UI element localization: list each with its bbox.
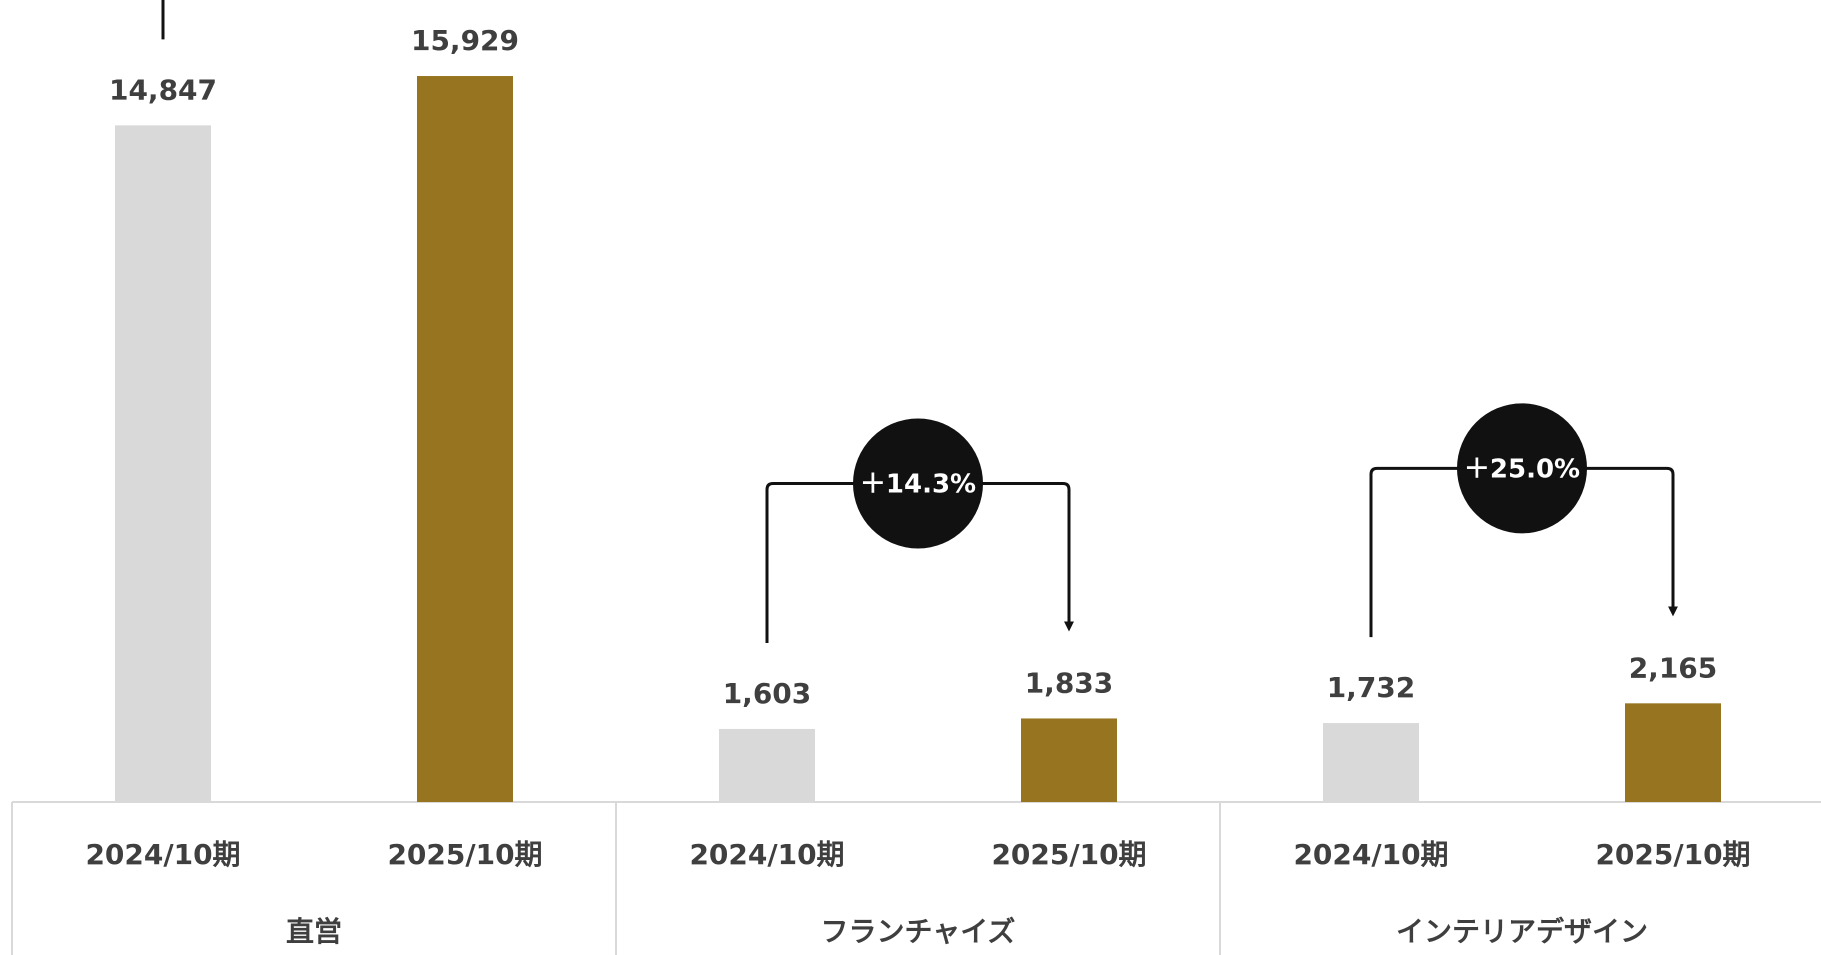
value-label: 2,165: [1629, 651, 1718, 684]
value-label: 1,732: [1327, 671, 1416, 704]
value-label: 1,833: [1025, 666, 1114, 699]
growth-badge-label: ＋14.3%: [860, 469, 976, 499]
growth-badge: [853, 418, 983, 549]
bar-2024-group-1: [115, 125, 211, 802]
category-label: 2025/10期: [991, 838, 1146, 871]
group-label: フランチャイズ: [821, 915, 1016, 948]
bar-2024-group-2: [719, 728, 815, 802]
group-label: インテリアデザイン: [1396, 915, 1648, 948]
bar-2024-group-3: [1323, 723, 1419, 802]
growth-badge-label: ＋25.0%: [1464, 454, 1580, 484]
category-label: 2024/10期: [85, 838, 240, 871]
bar-2025-group-2: [1021, 718, 1117, 802]
category-label: 2024/10期: [1293, 838, 1448, 871]
value-label: 1,603: [723, 677, 812, 710]
growth-badge: [1457, 403, 1587, 534]
bar-2025-group-1: [417, 76, 513, 803]
value-label: 15,929: [411, 24, 519, 57]
value-label: 14,847: [109, 73, 217, 106]
group-label: 直営: [286, 915, 342, 948]
bar-2025-group-3: [1625, 703, 1721, 802]
category-label: 2024/10期: [689, 838, 844, 871]
category-label: 2025/10期: [387, 838, 542, 871]
category-label: 2025/10期: [1595, 838, 1750, 871]
